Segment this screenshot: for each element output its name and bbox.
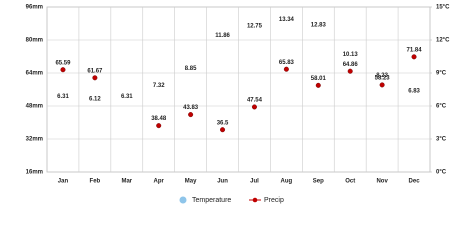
y-tick-label: 64mm (26, 71, 43, 77)
temperature-label: 10.13 (343, 52, 359, 58)
temperature-label: 12.83 (311, 22, 327, 28)
legend-marker (179, 196, 187, 204)
precip-point (220, 127, 226, 133)
x-tick-label: Dec (409, 179, 421, 185)
y2-tick-label: 12°C (436, 38, 450, 44)
x-tick-label: Nov (376, 179, 388, 185)
precip-point (156, 123, 162, 129)
temperature-label: 7.32 (153, 83, 165, 89)
temperature-label: 6.83 (408, 88, 420, 94)
precip-point (188, 112, 194, 118)
x-tick-label: Aug (281, 179, 293, 185)
x-tick-label: Apr (154, 179, 165, 185)
y-tick-label: 16mm (26, 170, 43, 176)
precip-point (379, 82, 385, 88)
y-tick-label: 32mm (26, 137, 43, 143)
temperature-label: 6.31 (57, 94, 69, 100)
precip-label: 71.84 (407, 47, 423, 53)
y2-tick-label: 6°C (436, 104, 447, 110)
x-tick-label: Sep (313, 179, 324, 185)
y-tick-label: 80mm (26, 38, 43, 44)
precip-point (92, 75, 98, 81)
precip-point (60, 67, 66, 73)
x-tick-label: Jul (250, 179, 259, 185)
precip-point (251, 104, 257, 110)
precip-label: 58.23 (375, 75, 391, 81)
precip-label: 43.83 (183, 105, 199, 111)
precip-label: 38.48 (151, 116, 167, 122)
y2-tick-label: 3°C (436, 137, 447, 143)
precip-point (315, 82, 321, 88)
temperature-label: 8.85 (185, 66, 197, 72)
y-tick-label: 96mm (26, 5, 43, 11)
temperature-label: 12.75 (247, 23, 263, 29)
precip-point (347, 68, 353, 74)
precip-label: 65.83 (279, 60, 295, 66)
precip-label: 65.59 (55, 60, 71, 66)
y2-tick-label: 0°C (436, 170, 447, 176)
legend-marker (252, 197, 258, 203)
x-tick-label: Oct (345, 179, 355, 185)
y2-tick-label: 15°C (436, 5, 450, 11)
temperature-label: 11.86 (215, 33, 230, 39)
x-tick-label: Jun (217, 179, 228, 185)
temperature-label: 6.31 (121, 94, 133, 100)
temperature-label: 13.34 (279, 17, 295, 23)
precip-label: 58.01 (311, 76, 327, 82)
legend-label: Temperature (192, 197, 231, 204)
legend: Temperature Precip (179, 196, 284, 204)
x-tick-label: May (185, 179, 197, 185)
precip-label: 47.54 (247, 98, 263, 104)
precip-point (411, 54, 417, 60)
y2-tick-label: 9°C (436, 71, 447, 77)
precip-point (283, 66, 289, 72)
x-tick-label: Jan (58, 179, 69, 185)
legend-label: Precip (264, 197, 284, 204)
x-tick-label: Feb (90, 179, 101, 185)
precip-label: 61.67 (87, 68, 103, 74)
x-tick-label: Mar (121, 179, 132, 185)
chart: 16mm 32mm 48mm 64mm 80mm 96mm 0°C 3°C 6°C 9°C 12°C… (26, 5, 450, 204)
y-tick-label: 48mm (26, 104, 43, 110)
precip-label: 64.86 (343, 62, 359, 68)
temperature-label: 8.23 (376, 73, 388, 79)
precip-label: 36.5 (217, 120, 229, 126)
temperature-label: 6.12 (89, 96, 101, 102)
